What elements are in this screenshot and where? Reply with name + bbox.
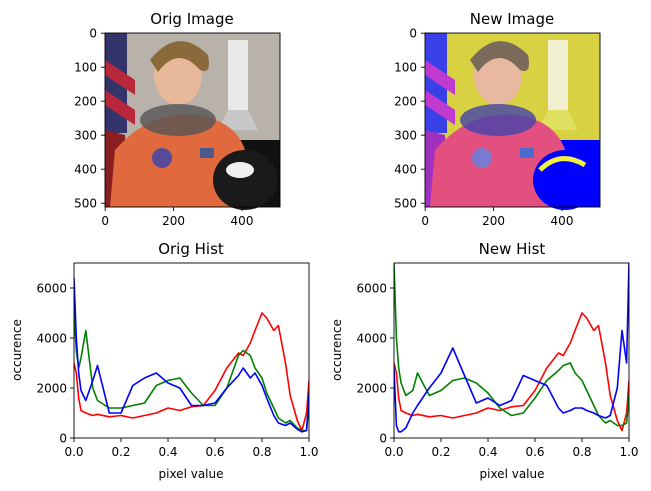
orig-image-ytick-label: 400: [74, 163, 97, 177]
new-image-x-ticks: 0 200 400: [421, 207, 573, 228]
orig-image-title: Orig Image: [150, 10, 233, 28]
orig-image-xtick-label: 200: [162, 214, 185, 228]
orig-image-ytick-label: 0: [89, 27, 97, 41]
orig-image-frame: [104, 32, 281, 208]
orig-image-x-ticks: 0 200 400: [101, 207, 253, 228]
orig-hist-ylabel: occurence: [10, 319, 24, 381]
new-image-title: New Image: [470, 10, 554, 28]
new-image-frame: [424, 32, 601, 208]
orig-image-ytick-label: 300: [74, 129, 97, 143]
new-image-picture: [425, 33, 600, 210]
orig-hist-frame: [73, 262, 310, 439]
new-hist-xtick-label: 0.6: [525, 445, 544, 459]
new-hist-xtick-label: 0.0: [384, 445, 403, 459]
new-hist-ytick-label: 6000: [356, 282, 387, 296]
orig-image-y-ticks: 0 100 200 300 400 500: [74, 27, 105, 211]
orig-hist-series-line-0: [74, 312, 309, 432]
new-hist-series: [394, 263, 629, 433]
panel-orig-hist: Orig Hist 0.0 0.2 0.4 0.6 0.8 1.0 0 2000 4000 600…: [10, 240, 319, 481]
new-image-xtick-label: 200: [482, 214, 505, 228]
new-hist-xtick-label: 0.4: [478, 445, 497, 459]
new-hist-xtick-label: 0.2: [431, 445, 450, 459]
new-image-ytick-label: 500: [394, 197, 417, 211]
new-image-xtick-label: 0: [421, 214, 429, 228]
new-hist-ticks: 0.0 0.2 0.4 0.6 0.8 1.0 0 2000 4000 6000: [356, 282, 638, 460]
new-image-ytick-label: 0: [409, 27, 417, 41]
new-image-xtick-label: 400: [551, 214, 574, 228]
new-hist-series-line-2: [394, 263, 629, 433]
new-hist-ytick-label: 4000: [356, 332, 387, 346]
new-hist-frame: [393, 262, 630, 439]
orig-hist-xtick-label: 1.0: [299, 445, 318, 459]
orig-image-ytick-label: 200: [74, 95, 97, 109]
orig-hist-ytick-label: 2000: [36, 382, 67, 396]
new-hist-ytick-label: 2000: [356, 382, 387, 396]
orig-hist-ytick-label: 6000: [36, 282, 67, 296]
new-hist-ylabel: occurence: [330, 319, 344, 381]
panel-new-hist: New Hist 0.0 0.2 0.4 0.6 0.8 1.0 0 2000 4000 6000…: [330, 240, 639, 481]
orig-image-ytick-label: 100: [74, 61, 97, 75]
new-hist-xtick-label: 1.0: [619, 445, 638, 459]
orig-hist-ytick-label: 4000: [36, 332, 67, 346]
new-image-ytick-label: 100: [394, 61, 417, 75]
orig-hist-ticks: 0.0 0.2 0.4 0.6 0.8 1.0 0 2000 4000 6000: [36, 282, 318, 460]
orig-hist-series-line-2: [74, 277, 309, 433]
new-hist-series-line-1: [394, 263, 629, 427]
new-image-ytick-label: 300: [394, 129, 417, 143]
orig-hist-series-line-1: [74, 312, 309, 432]
orig-image-xtick-label: 0: [101, 214, 109, 228]
orig-hist-xtick-label: 0.6: [205, 445, 224, 459]
orig-hist-xtick-label: 0.8: [252, 445, 271, 459]
new-hist-ytick-label: 0: [379, 432, 387, 446]
orig-hist-title: Orig Hist: [158, 240, 224, 258]
orig-image-xtick-label: 400: [231, 214, 254, 228]
orig-hist-xtick-label: 0.0: [64, 445, 83, 459]
orig-hist-xtick-label: 0.2: [111, 445, 130, 459]
orig-image-ytick-label: 500: [74, 197, 97, 211]
new-hist-title: New Hist: [479, 240, 546, 258]
panel-orig-image: Orig Image 0 200 400: [74, 10, 281, 228]
new-image-ytick-label: 200: [394, 95, 417, 109]
new-hist-xlabel: pixel value: [480, 467, 545, 481]
new-hist-xtick-label: 0.8: [572, 445, 591, 459]
orig-hist-xlabel: pixel value: [159, 467, 224, 481]
new-image-ytick-label: 400: [394, 163, 417, 177]
panel-new-image: New Image 0 200 400: [394, 10, 601, 228]
orig-hist-series: [74, 277, 309, 433]
orig-hist-ytick-label: 0: [59, 432, 67, 446]
new-image-y-ticks: 0 100 200 300 400 500: [394, 27, 425, 211]
orig-image-picture: [105, 33, 280, 210]
new-hist-series-line-0: [394, 312, 629, 432]
orig-hist-xtick-label: 0.4: [158, 445, 177, 459]
